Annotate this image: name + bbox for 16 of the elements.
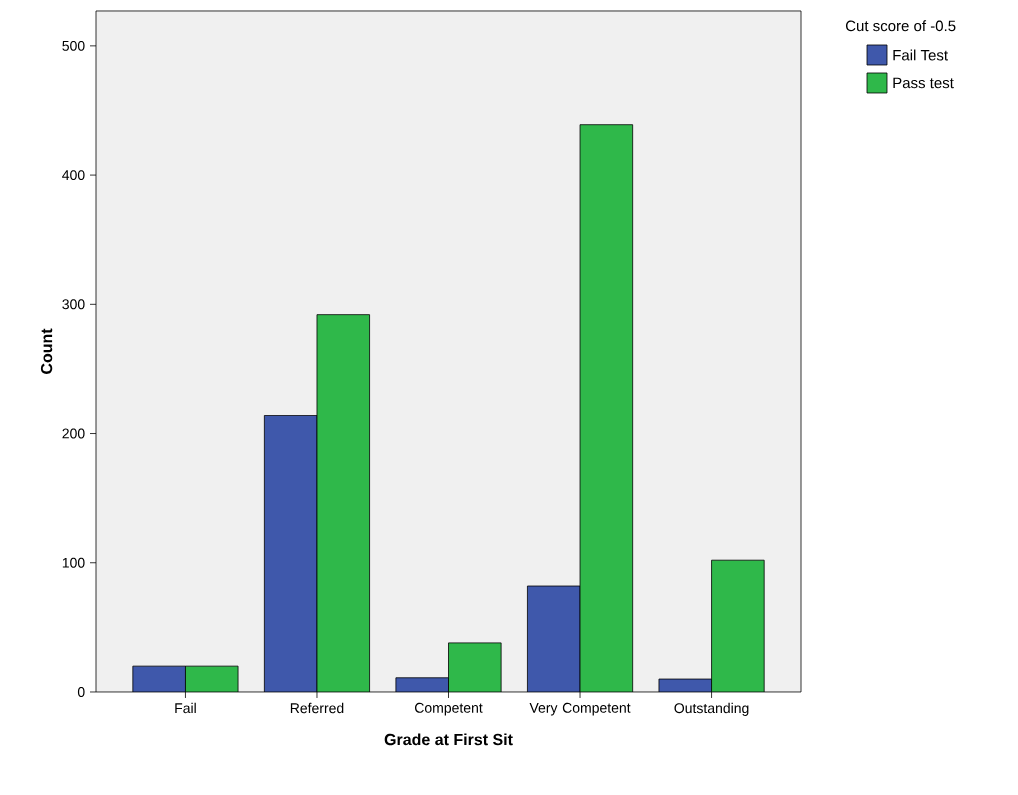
y-tick-label: 200 <box>62 428 85 439</box>
x-tick-label: Outstanding <box>674 702 749 716</box>
legend-label: Fail Test <box>893 49 948 61</box>
x-axis-title: Grade at First Sit <box>384 733 513 746</box>
x-tick-label: Competent <box>414 702 483 716</box>
y-axis-title: Count <box>40 328 53 374</box>
legend-title: Cut score of -0.5 <box>845 20 956 32</box>
x-tick-label: Referred <box>290 702 344 714</box>
x-tick-label: Fail <box>175 702 196 714</box>
y-tick-label: 100 <box>62 557 85 568</box>
x-tick-label: Very Competent <box>529 702 631 716</box>
legend-label: Pass test <box>893 77 954 89</box>
y-tick-label: 300 <box>62 299 85 310</box>
y-tick-label: 500 <box>62 40 85 51</box>
y-tick-label: 400 <box>62 170 85 181</box>
y-tick-label: 0 <box>77 687 85 697</box>
